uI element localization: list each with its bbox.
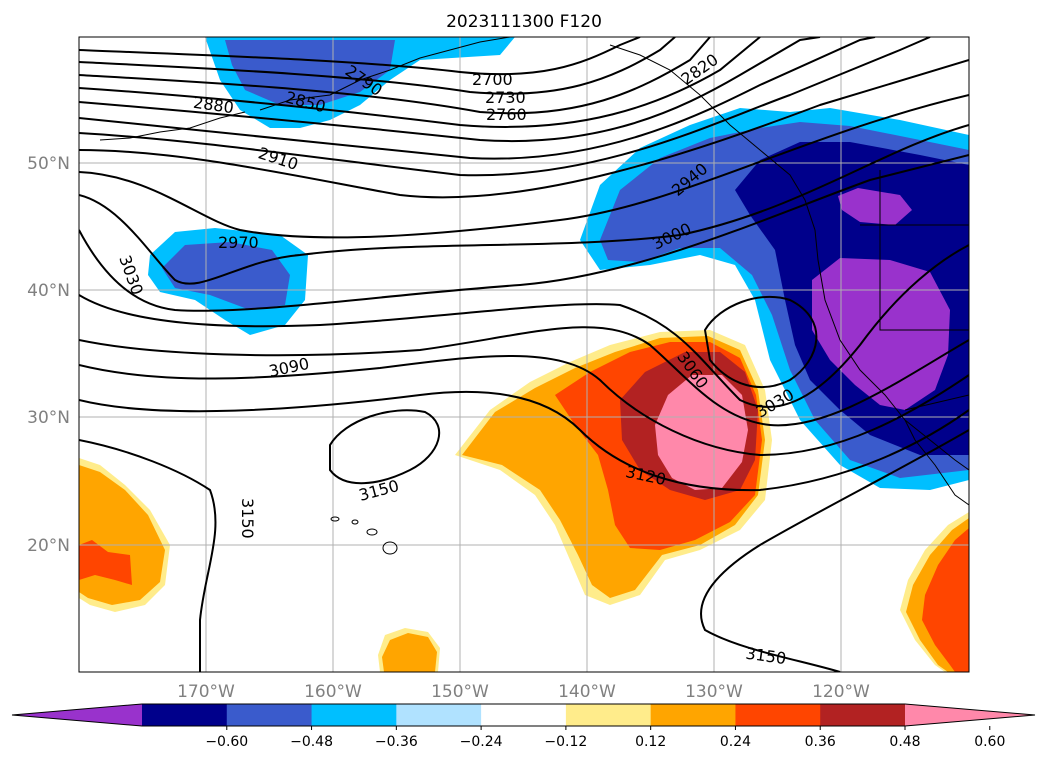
colorbar-swatches — [11, 703, 1036, 727]
contour-label: 2700 — [472, 70, 513, 89]
contour-label: 3150 — [744, 644, 787, 668]
contour-3030 — [79, 244, 969, 408]
colorbar-tick-label: −0.36 — [375, 734, 418, 750]
lon-label-140w: 140°W — [558, 682, 616, 702]
contour-3030-loop — [703, 295, 818, 389]
island-oahu — [351, 519, 359, 525]
contour-label: 3150 — [357, 476, 401, 505]
colorbar-extend-max — [905, 704, 1035, 726]
colorbar-tick-label: 0.48 — [889, 734, 920, 750]
colorbar-bin — [565, 704, 652, 726]
negative-anomaly-central-pacific-core — [162, 242, 290, 310]
colorbar-tick-labels: −0.60 −0.48 −0.36 −0.24 −0.12 0.12 0.24 0.36 0.4… — [205, 726, 1005, 750]
lat-label-40n: 40°N — [27, 281, 70, 301]
contour-2700 — [79, 37, 641, 76]
colorbar-tick-label: −0.60 — [205, 734, 248, 750]
contour-2760 — [79, 37, 711, 115]
colorbar-bin — [226, 704, 313, 726]
hawaiian-islands — [330, 516, 398, 555]
anomaly-fill-layer — [79, 37, 969, 672]
colorbar-bin — [735, 704, 821, 726]
colorbar-tick-label: −0.48 — [290, 734, 333, 750]
contour-2940 — [79, 94, 969, 239]
contour-label: 2880 — [192, 93, 235, 117]
colorbar-bin — [481, 704, 567, 726]
contour-3000 — [79, 154, 969, 312]
colorbar-bin — [311, 704, 397, 726]
colorbar-tick-label: −0.24 — [460, 734, 503, 750]
contour-3120 — [79, 390, 969, 492]
contour-2820 — [79, 37, 821, 142]
contour-label: 2820 — [678, 50, 722, 89]
lat-label-30n: 30°N — [27, 408, 70, 428]
island-hawaii — [382, 541, 398, 555]
colorbar-bin — [650, 704, 736, 726]
contour-label: 2760 — [486, 105, 527, 124]
contour-3150-low — [79, 439, 217, 672]
lon-label-130w: 130°W — [685, 682, 743, 702]
coastline-canada — [609, 44, 816, 231]
contour-label: 3090 — [267, 354, 311, 381]
longitude-labels: 170°W 160°W 150°W 140°W 130°W 120°W — [177, 682, 870, 702]
colorbar: −0.60 −0.48 −0.36 −0.24 −0.12 0.12 0.24 0.36 0.4… — [11, 703, 1036, 750]
coastline-alaska — [259, 37, 511, 111]
island-maui — [366, 528, 378, 536]
lon-label-150w: 150°W — [431, 682, 489, 702]
contour-3150-east — [700, 429, 969, 672]
colorbar-tick-label: 0.24 — [720, 734, 751, 750]
coastline-baja — [904, 419, 969, 506]
lat-label-50n: 50°N — [27, 154, 70, 174]
positive-anomaly-south-hawaii-core — [382, 633, 437, 672]
contour-label: 3150 — [238, 498, 257, 539]
contour-3090 — [79, 355, 969, 457]
coastline-us-west — [814, 229, 969, 471]
coastlines — [99, 37, 969, 506]
contour-3060 — [79, 326, 969, 427]
contour-2790 — [79, 37, 761, 128]
colorbar-bin — [396, 704, 482, 726]
lon-label-170w: 170°W — [177, 682, 235, 702]
lon-label-160w: 160°W — [304, 682, 362, 702]
contour-2880 — [79, 37, 931, 177]
negative-anomaly-west-coast-level4b — [838, 188, 912, 225]
negative-anomaly-gulf-alaska-core — [225, 40, 395, 105]
colorbar-bin — [142, 704, 228, 726]
lat-label-20n: 20°N — [27, 536, 70, 556]
contour-2970 — [79, 124, 969, 285]
positive-anomaly-mexico-level3 — [922, 528, 969, 672]
colorbar-tick-label: −0.12 — [544, 734, 587, 750]
colorbar-bin — [820, 704, 906, 726]
colorbar-tick-label: 0.12 — [635, 734, 666, 750]
contour-3150-closed — [329, 409, 441, 485]
graticule — [79, 37, 969, 672]
latitude-labels: 50°N 40°N 30°N 20°N — [27, 154, 70, 556]
contour-2850 — [79, 37, 876, 160]
map-frame — [78, 36, 970, 673]
contour-2730 — [79, 37, 676, 95]
contour-2910 — [79, 59, 969, 199]
colorbar-tick-label: 0.36 — [805, 734, 836, 750]
colorbar-extend-min — [12, 704, 142, 726]
map-title: 2023111300 F120 — [446, 12, 602, 32]
lon-label-120w: 120°W — [812, 682, 870, 702]
island-kauai — [330, 516, 340, 522]
positive-anomaly-west-pacific-level3 — [79, 540, 132, 585]
contour-label: 3030 — [115, 253, 147, 298]
contour-label: 2730 — [485, 88, 526, 107]
contour-label: 2970 — [218, 233, 259, 252]
height-contours — [79, 37, 969, 672]
colorbar-tick-label: 0.60 — [974, 734, 1005, 750]
colorbar-outline — [11, 703, 1036, 727]
boundary-us-states-2 — [879, 170, 969, 331]
coastline-aleutians — [99, 111, 246, 141]
positive-anomaly-subtropical-level5 — [655, 375, 748, 490]
